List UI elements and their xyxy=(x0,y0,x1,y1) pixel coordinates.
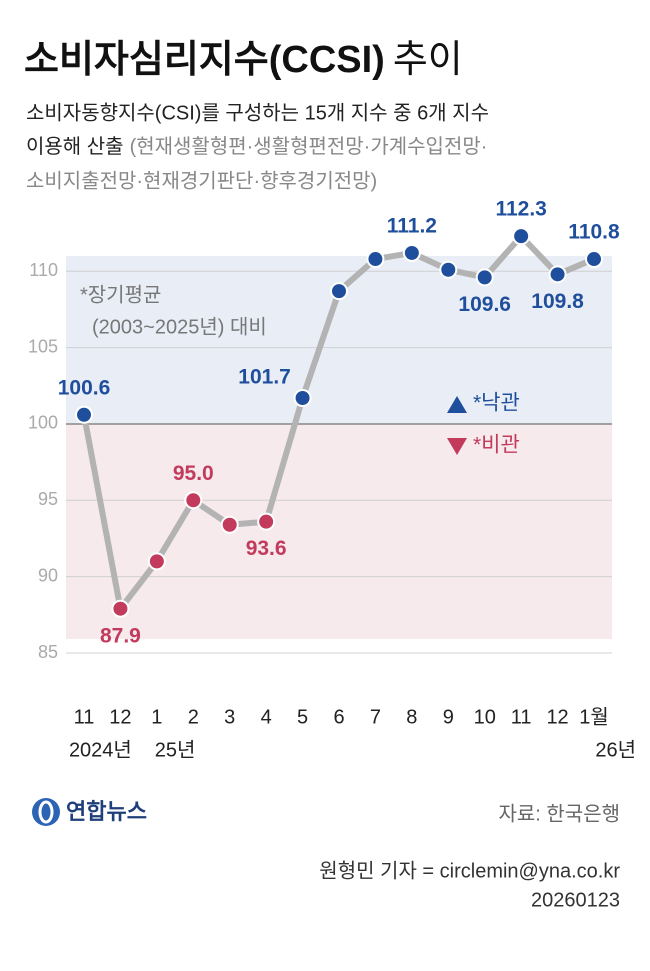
value-label: 110.8 xyxy=(568,221,620,244)
point xyxy=(257,512,276,531)
legend-marker xyxy=(447,438,467,455)
legend-label: *비관 xyxy=(473,434,520,457)
y-tick-label: 90 xyxy=(38,565,58,585)
logo-icon xyxy=(32,798,60,826)
value-label: 100.6 xyxy=(58,376,111,399)
y-tick-label: 95 xyxy=(38,489,58,509)
year-label: 2024년 xyxy=(69,738,132,761)
point xyxy=(548,265,567,284)
title-suffix: 추이 xyxy=(393,39,463,81)
chart-title: 소비자심리지수(CCSI) 추이 xyxy=(24,39,463,81)
point xyxy=(111,599,130,618)
x-tick-label: 7 xyxy=(370,706,381,728)
point xyxy=(147,552,166,571)
y-tick-label: 100 xyxy=(28,413,58,433)
credit: 원형민 기자 = circlemin@yna.co.kr xyxy=(319,859,620,882)
annotation: *장기평균 xyxy=(80,283,161,306)
logo-icon xyxy=(38,800,54,824)
subtitle: 소비지출전망·현재경기판단·향후경기전망) xyxy=(26,169,377,192)
point xyxy=(184,491,203,510)
y-tick-label: 85 xyxy=(38,642,58,662)
band-above xyxy=(66,256,612,424)
x-tick-label: 5 xyxy=(297,706,308,728)
y-tick-label: 110 xyxy=(29,260,58,280)
y-tick-label: 105 xyxy=(28,336,58,356)
x-tick-label: 10 xyxy=(474,706,496,728)
legend-label: *낙관 xyxy=(473,392,520,415)
value-label: 109.6 xyxy=(458,293,511,316)
value-label: 101.7 xyxy=(238,366,291,389)
value-label: 111.2 xyxy=(387,214,437,237)
point xyxy=(475,268,494,287)
year-label: 25년 xyxy=(155,738,196,761)
x-tick-label: 11 xyxy=(511,706,532,728)
x-tick-label: 12 xyxy=(109,706,131,728)
value-label: 95.0 xyxy=(173,462,214,485)
x-tick-label: 12 xyxy=(546,706,568,728)
subtitle: 이용해 산출 (현재생활형편·생활형편전망·가계수입전망· xyxy=(26,135,487,158)
point xyxy=(439,260,458,279)
point xyxy=(512,227,531,246)
x-tick-label: 8 xyxy=(406,706,417,728)
title-main: 소비자심리지수(CCSI) xyxy=(24,39,385,81)
value-label: 109.8 xyxy=(531,290,584,313)
x-tick-label: 3 xyxy=(224,706,235,728)
date: 20260123 xyxy=(531,889,620,911)
x-tick-label: 4 xyxy=(261,706,272,728)
source: 자료: 한국은행 xyxy=(498,802,620,825)
point xyxy=(585,250,603,269)
value-label: 87.9 xyxy=(100,624,141,647)
value-label: 93.6 xyxy=(246,537,287,560)
point xyxy=(366,250,385,269)
point xyxy=(75,405,93,424)
subtitle-part: 이용해 산출 xyxy=(26,135,124,158)
x-tick-label: 2 xyxy=(188,706,199,728)
subtitle-part: (현재생활형편·생활형편전망·가계수입전망· xyxy=(130,135,488,158)
x-tick-label: 11 xyxy=(74,706,95,728)
subtitle: 소비자동향지수(CSI)를 구성하는 15개 지수 중 6개 지수 xyxy=(26,101,489,124)
x-tick-label: 9 xyxy=(443,706,454,728)
point xyxy=(402,243,421,262)
legend-marker xyxy=(447,396,467,413)
logo: 연합뉴스 xyxy=(32,798,147,826)
logo-text: 연합뉴스 xyxy=(66,799,147,824)
band-below xyxy=(66,423,612,639)
point xyxy=(330,282,348,301)
x-tick-label: 1 xyxy=(151,706,162,728)
x-tick-label: 6 xyxy=(333,706,344,728)
point xyxy=(293,389,312,408)
point xyxy=(220,515,239,534)
annotation: (2003~2025년) 대비 xyxy=(92,315,267,338)
x-tick-label: 1월 xyxy=(579,705,609,728)
value-label: 112.3 xyxy=(495,198,546,221)
year-label: 26년 xyxy=(595,738,636,761)
